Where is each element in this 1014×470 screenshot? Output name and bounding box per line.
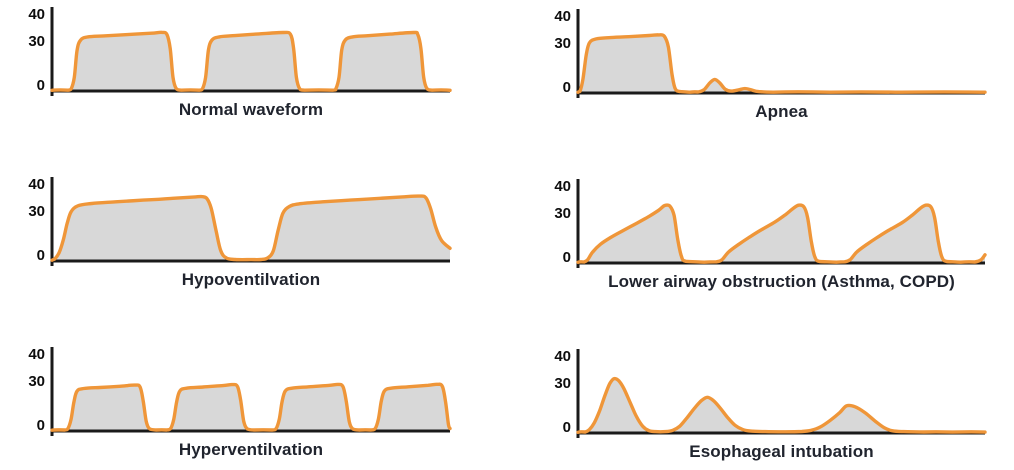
waveform-area [578,205,985,263]
waveform-line [576,376,987,434]
waveform-area [52,32,450,91]
panel-esophageal-intubation: 40 30 0 Esophageal intubation [540,342,1000,470]
y-tick-label: 40 [554,178,571,195]
waveform-area [52,384,450,431]
y-tick-label: 0 [563,419,571,436]
y-tick-label: 40 [554,8,571,25]
y-axis [50,177,54,266]
hypoventilation-chart: 40 30 0 [28,176,452,266]
y-tick-label: 30 [554,35,571,52]
y-tick-label: 30 [28,33,45,50]
y-tick-label: 0 [563,79,571,96]
hyperventilation-chart: 40 30 0 [28,346,452,436]
y-tick-label: 30 [28,203,45,220]
y-tick-label: 0 [37,77,45,94]
panel-title-apnea: Apnea [755,102,808,121]
y-tick-label: 0 [37,247,45,264]
panel-apnea: 40 30 0 Apnea [540,2,1000,136]
waveform-line [50,382,452,432]
panel-title-lower-airway-obstruction: Lower airway obstruction (Asthma, COPD) [608,272,955,291]
panel-title-esophageal-intubation: Esophageal intubation [689,442,874,461]
x-axis [50,89,450,93]
waveform-line [50,194,452,262]
esophageal-intubation-chart: 40 30 0 [554,348,987,438]
panel-title-hyperventilation: Hyperventilvation [178,440,324,459]
waveform-area [578,34,985,93]
y-axis [576,9,580,98]
normal-waveform-chart: 40 30 0 [28,6,452,96]
y-tick-label: 0 [563,249,571,266]
y-tick-label: 40 [28,176,45,193]
panel-title-hypoventilation: Hypoventilvation [181,270,321,289]
y-axis [50,347,54,436]
y-tick-label: 30 [28,373,45,390]
waveform-line [576,33,987,94]
y-tick-label: 30 [554,375,571,392]
y-axis [576,349,580,438]
y-tick-label: 0 [37,417,45,434]
panel-hypoventilation: 40 30 0 Hypoventilvation [14,170,474,304]
x-axis [576,261,985,265]
apnea-chart: 40 30 0 [554,8,987,98]
y-tick-label: 40 [28,6,45,23]
y-tick-label: 40 [554,348,571,365]
waveform-area [52,196,450,261]
panel-normal-waveform: 40 30 0 Normal waveform [14,0,474,134]
lower-airway-obstruction-chart: 40 30 0 [554,178,987,268]
y-axis [50,7,54,96]
waveform-line [576,203,987,264]
panel-lower-airway-obstruction: 40 30 0 Lower airway obstruction (Asthma, … [540,172,1000,306]
panel-title-normal-waveform: Normal waveform [178,100,324,119]
waveform-area [578,378,985,433]
y-axis [576,179,580,268]
y-tick-label: 30 [554,205,571,222]
waveform-line [50,30,452,92]
y-tick-label: 40 [28,346,45,363]
panel-hyperventilation: 40 30 0 Hyperventilvation [14,340,474,470]
